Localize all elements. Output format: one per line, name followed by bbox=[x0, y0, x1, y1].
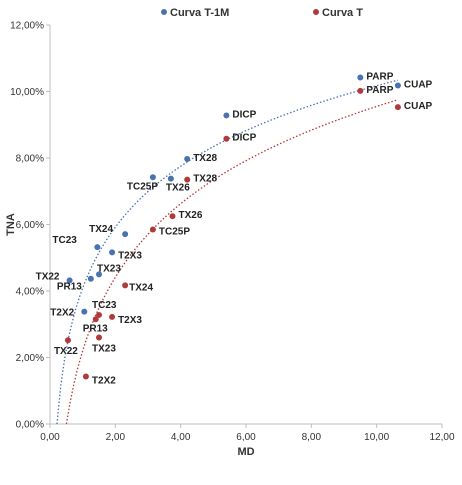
y-tick-label: 0,00% bbox=[16, 420, 44, 431]
legend-label: Curva T bbox=[322, 7, 363, 19]
data-point bbox=[109, 313, 116, 320]
data-point bbox=[92, 316, 99, 323]
y-tick-label: 8,00% bbox=[16, 154, 44, 165]
data-label: T2X2 bbox=[92, 375, 116, 386]
x-tick-label: 10,00 bbox=[364, 432, 389, 443]
x-tick-label: 2,00 bbox=[106, 432, 126, 443]
trendlines bbox=[56, 79, 399, 425]
data-label: PR13 bbox=[57, 282, 82, 293]
data-point bbox=[66, 277, 73, 284]
y-axis-title: TNA bbox=[5, 213, 17, 236]
legend-label: Curva T-1M bbox=[170, 7, 229, 19]
data-points bbox=[64, 74, 401, 380]
data-label: PARP bbox=[366, 85, 393, 96]
y-tick-label: 12,00% bbox=[10, 21, 44, 32]
x-tick-label: 6,00 bbox=[236, 432, 256, 443]
data-point bbox=[223, 135, 230, 142]
data-point bbox=[96, 271, 102, 278]
data-label: TX24 bbox=[129, 282, 153, 293]
data-point bbox=[357, 74, 364, 81]
data-point bbox=[149, 226, 156, 233]
data-label: TX28 bbox=[193, 174, 217, 185]
data-point bbox=[109, 249, 116, 256]
data-point bbox=[96, 334, 102, 341]
x-tick-label: 4,00 bbox=[171, 432, 191, 443]
data-point bbox=[96, 311, 102, 318]
data-point bbox=[81, 308, 88, 315]
trendline bbox=[56, 79, 399, 425]
data-label: TC23 bbox=[92, 300, 117, 311]
data-point bbox=[394, 104, 401, 111]
data-label: CUAP bbox=[404, 80, 433, 91]
data-label: DICP bbox=[232, 109, 256, 120]
data-label: TX22 bbox=[36, 271, 60, 282]
data-point bbox=[64, 337, 71, 344]
data-point bbox=[149, 174, 156, 181]
data-point bbox=[184, 176, 191, 183]
data-label: PR13 bbox=[83, 323, 108, 334]
data-point bbox=[82, 373, 89, 380]
x-axis-ticks: 0,00 2,00 4,00 6,00 8,00 10,00 12,00 bbox=[40, 424, 455, 443]
data-label: TX23 bbox=[97, 263, 121, 274]
data-label: DICP bbox=[232, 133, 256, 144]
y-tick-label: 4,00% bbox=[16, 287, 44, 298]
data-label: T2X2 bbox=[50, 308, 74, 319]
data-point bbox=[169, 213, 176, 220]
trendline bbox=[65, 99, 399, 425]
data-point bbox=[87, 275, 94, 282]
legend-marker bbox=[161, 9, 167, 15]
data-label: TX26 bbox=[166, 183, 190, 194]
data-label: TX24 bbox=[89, 224, 113, 235]
y-axis-ticks: 0,00% 2,00% 4,00% 6,00% 8,00% 10,00% 12,00% bbox=[10, 21, 50, 431]
data-label: TC23 bbox=[52, 235, 77, 246]
x-axis-title: MD bbox=[237, 446, 254, 458]
legend-marker bbox=[313, 9, 319, 15]
y-tick-label: 10,00% bbox=[10, 87, 44, 98]
data-point bbox=[122, 231, 129, 238]
data-point bbox=[223, 112, 230, 119]
legend: Curva T-1M Curva T bbox=[161, 7, 363, 19]
data-point bbox=[184, 155, 191, 162]
x-tick-label: 12,00 bbox=[429, 432, 454, 443]
data-label: TX22 bbox=[54, 346, 78, 357]
data-point bbox=[394, 82, 401, 89]
data-label: TX28 bbox=[193, 153, 217, 164]
data-label: TC25P bbox=[127, 181, 158, 192]
x-tick-label: 0,00 bbox=[40, 432, 60, 443]
data-point bbox=[122, 282, 129, 289]
data-label: T2X3 bbox=[118, 250, 142, 261]
y-tick-label: 2,00% bbox=[16, 353, 44, 364]
data-label: T2X3 bbox=[118, 315, 142, 326]
data-point bbox=[94, 244, 101, 251]
data-label: TX23 bbox=[92, 344, 116, 355]
data-point bbox=[357, 87, 364, 94]
data-label: TC25P bbox=[159, 226, 190, 237]
data-label: PARP bbox=[366, 72, 393, 83]
data-label: CUAP bbox=[404, 101, 433, 112]
y-tick-label: 6,00% bbox=[16, 220, 44, 231]
x-tick-label: 8,00 bbox=[302, 432, 322, 443]
data-label: TX26 bbox=[179, 210, 203, 221]
data-point bbox=[167, 175, 174, 182]
